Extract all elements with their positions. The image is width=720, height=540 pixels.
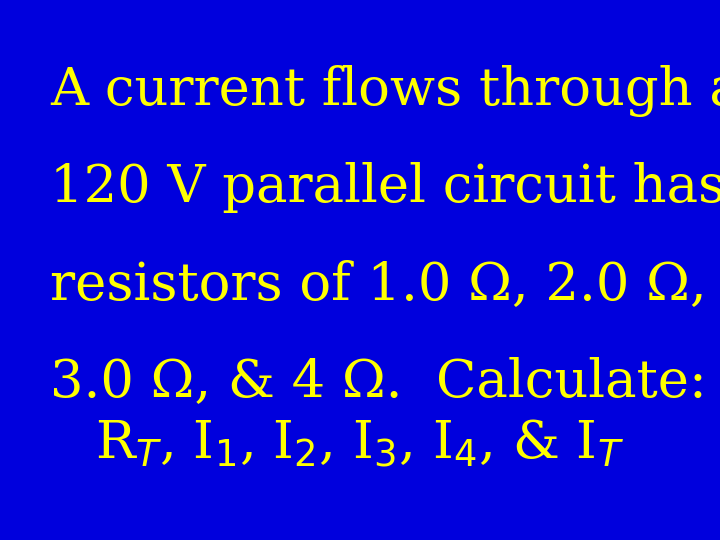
Text: 3.0 Ω, & 4 Ω.  Calculate:: 3.0 Ω, & 4 Ω. Calculate: <box>50 356 707 407</box>
Text: resistors of 1.0 Ω, 2.0 Ω,: resistors of 1.0 Ω, 2.0 Ω, <box>50 259 707 310</box>
Text: 120 V parallel circuit has: 120 V parallel circuit has <box>50 162 720 213</box>
Text: R$_{T}$, I$_{1}$, I$_{2}$, I$_{3}$, I$_{4}$, & I$_{T}$: R$_{T}$, I$_{1}$, I$_{2}$, I$_{3}$, I$_{… <box>96 418 624 470</box>
Text: A current flows through a: A current flows through a <box>50 65 720 117</box>
